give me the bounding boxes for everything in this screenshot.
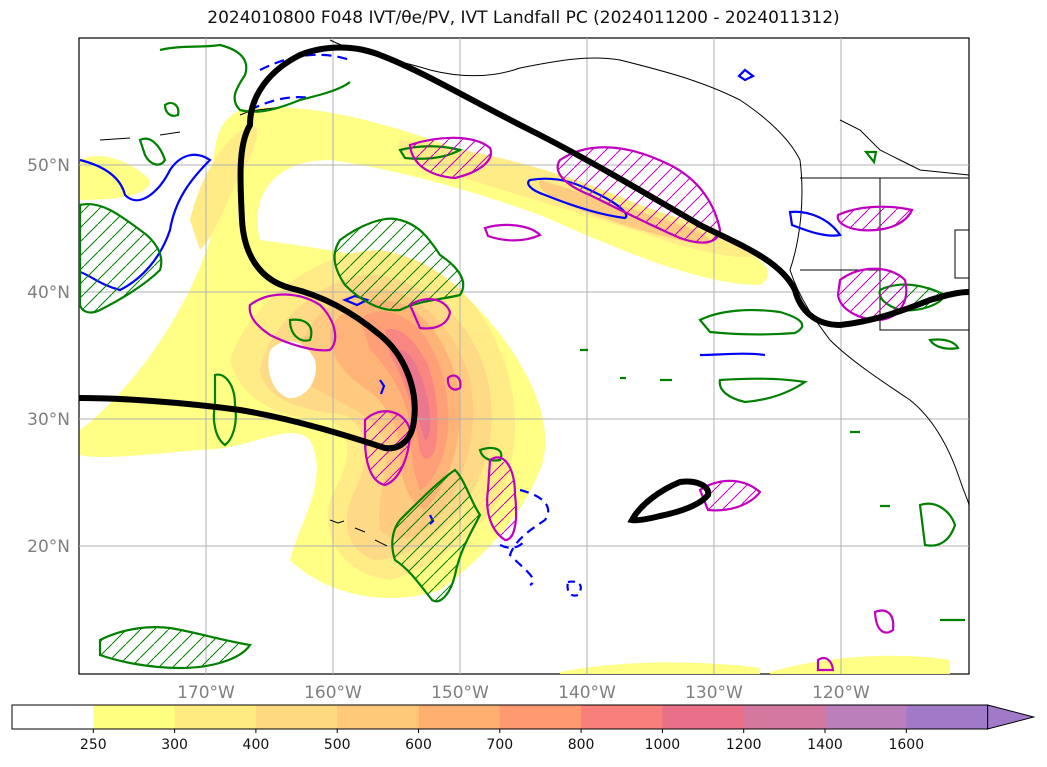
colorbar-segment xyxy=(174,705,257,729)
colorbar-tick-label: 500 xyxy=(324,737,351,753)
colorbar-tick-label: 1600 xyxy=(888,737,924,753)
colorbar-tick-label: 250 xyxy=(80,737,107,753)
colorbar-tick-label: 1000 xyxy=(645,737,681,753)
colorbar-segment xyxy=(662,705,745,729)
pv-negative-contours xyxy=(248,136,914,672)
colorbar-segment xyxy=(255,705,338,729)
colorbar-segment xyxy=(12,705,94,729)
graticule xyxy=(79,38,969,674)
colorbar-tick-label: 1400 xyxy=(807,737,843,753)
lon-label: 150°W xyxy=(431,683,489,703)
colorbar-tick-label: 1200 xyxy=(726,737,762,753)
longitude-labels: 170°W 160°W 150°W 140°W 130°W 120°W xyxy=(177,683,870,703)
colorbar-segment xyxy=(906,705,989,729)
lat-label: 30°N xyxy=(27,410,70,430)
lon-label: 160°W xyxy=(304,683,362,703)
colorbar-tick-label: 300 xyxy=(161,737,188,753)
colorbar-segment xyxy=(418,705,501,729)
lon-label: 130°W xyxy=(685,683,743,703)
lat-label: 40°N xyxy=(27,283,70,303)
map-title: 2024010800 F048 IVT/θe/PV, IVT Landfall … xyxy=(207,8,840,28)
lon-label: 120°W xyxy=(812,683,870,703)
coastlines xyxy=(99,39,969,547)
colorbar-tick-label: 700 xyxy=(486,737,513,753)
latitude-labels: 50°N 40°N 30°N 20°N xyxy=(27,156,70,557)
colorbar-tick-label: 400 xyxy=(243,737,270,753)
ivt-landfall-pc-contours xyxy=(79,44,969,524)
lat-label: 50°N xyxy=(27,156,70,176)
lon-label: 170°W xyxy=(177,683,235,703)
colorbar-segment xyxy=(743,705,826,729)
colorbar-tick-label: 600 xyxy=(405,737,432,753)
colorbar-segment xyxy=(581,705,663,729)
colorbar-extend-arrow xyxy=(987,704,1036,730)
colorbar-segment xyxy=(337,705,419,729)
colorbar-tick-label: 800 xyxy=(568,737,595,753)
lat-label: 20°N xyxy=(27,537,70,557)
colorbar: 250 300 400 500 600 700 800 1000 1200 1400 1600 xyxy=(11,704,1036,753)
colorbar-segment xyxy=(825,705,907,729)
colorbar-segment xyxy=(499,705,582,729)
colorbar-segment xyxy=(93,705,176,729)
lon-label: 140°W xyxy=(558,683,616,703)
